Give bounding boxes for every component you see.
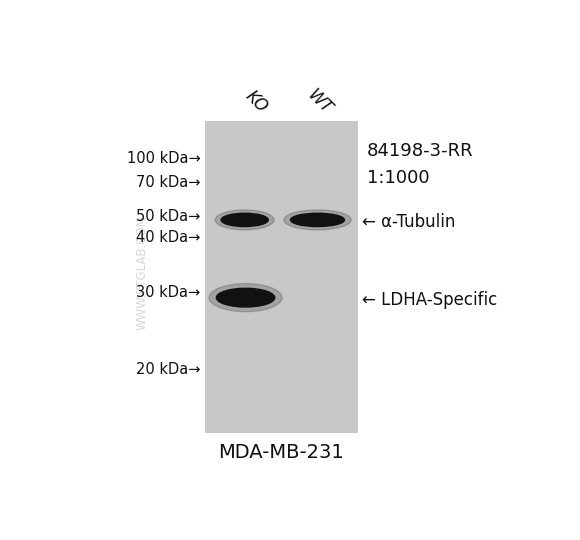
Text: 1:1000: 1:1000: [367, 168, 430, 187]
Text: KO: KO: [242, 87, 271, 117]
Text: 100 kDa→: 100 kDa→: [127, 151, 201, 166]
Ellipse shape: [221, 213, 269, 227]
Text: 84198-3-RR: 84198-3-RR: [367, 141, 473, 160]
Ellipse shape: [216, 288, 275, 307]
Text: WWW.PTGLAB.COM: WWW.PTGLAB.COM: [136, 215, 148, 330]
Ellipse shape: [284, 210, 351, 230]
Text: 70 kDa→: 70 kDa→: [136, 174, 201, 190]
Text: ← α-Tubulin: ← α-Tubulin: [362, 213, 456, 231]
Ellipse shape: [291, 213, 345, 227]
Text: 50 kDa→: 50 kDa→: [136, 209, 201, 224]
Ellipse shape: [209, 284, 282, 312]
Text: WT: WT: [303, 86, 335, 118]
Bar: [205, 121, 358, 433]
Text: 20 kDa→: 20 kDa→: [136, 362, 201, 377]
Text: MDA-MB-231: MDA-MB-231: [218, 443, 343, 462]
Text: 30 kDa→: 30 kDa→: [136, 285, 201, 300]
Text: ← LDHA-Specific: ← LDHA-Specific: [362, 291, 498, 309]
Ellipse shape: [215, 210, 274, 230]
Text: 40 kDa→: 40 kDa→: [136, 230, 201, 245]
